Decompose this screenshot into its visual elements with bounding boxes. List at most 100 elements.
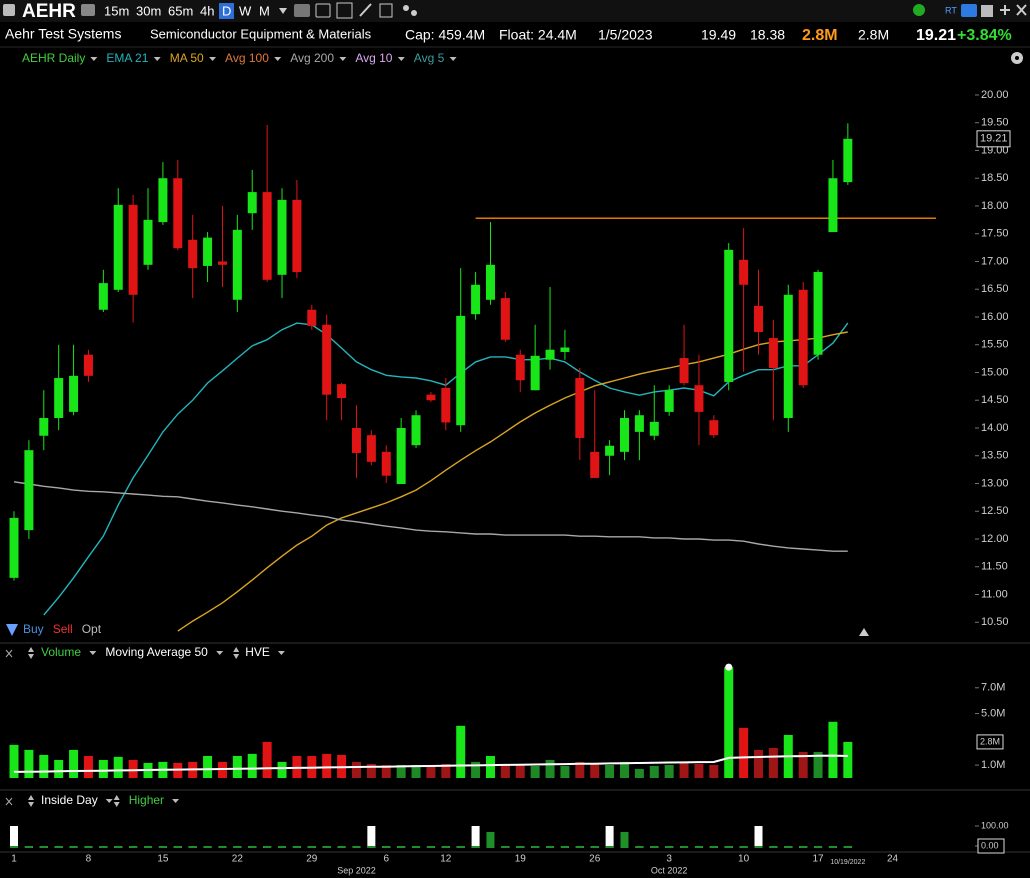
move-down[interactable] [28, 654, 34, 659]
timeframe-active[interactable] [219, 3, 234, 19]
timeframe-button[interactable]: 15m [104, 3, 129, 18]
scroll-up[interactable] [859, 628, 869, 636]
dropdown-caret[interactable] [397, 57, 405, 61]
move-up[interactable] [28, 647, 34, 652]
volume-bar [500, 764, 510, 778]
timeframe-button[interactable]: 4h [200, 3, 214, 18]
candle-body [575, 378, 585, 438]
signal-bar [546, 846, 555, 848]
candle-body [337, 384, 347, 399]
symbol[interactable]: AEHR [22, 1, 76, 22]
candle-body [619, 417, 629, 452]
move-up[interactable] [28, 795, 34, 800]
volume-bar [724, 667, 734, 778]
panel-title[interactable]: Higher [129, 793, 164, 807]
timeframe-button[interactable]: W [239, 3, 252, 18]
y-tick-label: 12.50 [981, 505, 1009, 517]
signal-bar [337, 846, 346, 848]
share-icon[interactable] [403, 5, 409, 11]
timeframe-button[interactable]: 30m [136, 3, 161, 18]
candle-body [560, 347, 570, 352]
trade-button[interactable]: Buy [23, 622, 44, 636]
candle-body [113, 204, 123, 290]
indicator-icon[interactable] [294, 4, 310, 17]
candle-body [813, 272, 823, 355]
dropdown-caret[interactable] [153, 57, 161, 61]
alert-icon[interactable] [913, 4, 925, 16]
trade-button[interactable]: Sell [53, 622, 73, 636]
dropdown-caret[interactable] [105, 799, 113, 803]
study-legend[interactable]: Avg 5 [414, 51, 445, 65]
study-legend[interactable]: Avg 10 [355, 51, 392, 65]
share-icon[interactable] [411, 10, 417, 16]
y-tick-label: 20.00 [981, 89, 1009, 101]
signal-bar [739, 846, 748, 848]
study-legend[interactable]: AEHR Daily [22, 51, 85, 65]
volume-bar [54, 759, 64, 778]
move-down[interactable] [113, 802, 120, 807]
signal-bar [10, 826, 18, 848]
toolbar-bg [0, 0, 1030, 22]
signal-bar [769, 846, 778, 848]
study-legend[interactable]: MA 50 [170, 51, 204, 65]
volume-bar [679, 761, 689, 778]
volume-bar [411, 764, 421, 778]
close-panel[interactable] [5, 797, 13, 806]
move-down[interactable] [28, 802, 34, 807]
dropdown-caret[interactable] [274, 57, 282, 61]
dropdown-caret[interactable] [339, 57, 347, 61]
dropdown-caret[interactable] [89, 651, 97, 655]
timeframe-button[interactable]: M [259, 3, 270, 18]
signal-bar [784, 846, 793, 848]
close-panel[interactable] [5, 649, 13, 658]
grid-icon[interactable] [336, 2, 353, 19]
panel-title[interactable]: Volume [41, 645, 81, 659]
signal-bar [799, 846, 808, 848]
candle-body [783, 294, 793, 418]
x-tick-label: 8 [86, 854, 92, 865]
volume-bar [9, 744, 19, 778]
dropdown-caret[interactable] [277, 651, 285, 655]
realtime-badge[interactable]: RT [945, 5, 957, 15]
volume-label: 2.8M [980, 736, 1000, 746]
menu-icon[interactable] [3, 4, 15, 16]
study-legend[interactable]: Avg 100 [225, 51, 269, 65]
chart-type-icon[interactable] [315, 3, 331, 18]
note-icon[interactable] [379, 3, 393, 18]
y-tick-label: 100.00 [981, 820, 1009, 830]
candle-body [530, 355, 540, 391]
save-icon[interactable] [981, 5, 993, 17]
dropdown-caret[interactable] [449, 57, 457, 61]
candle-body [262, 192, 272, 280]
dropdown-caret[interactable] [172, 799, 180, 803]
dropdown-caret[interactable] [90, 57, 98, 61]
scan-icon[interactable] [961, 4, 977, 17]
y-tick-label: 10.50 [981, 616, 1009, 628]
signal-bar [173, 846, 182, 848]
dropdown-caret[interactable] [216, 651, 224, 655]
draw-icon[interactable] [359, 3, 372, 17]
signal-bar [754, 846, 763, 848]
settings-icon-hole [1015, 56, 1019, 60]
trade-button[interactable]: Opt [82, 622, 102, 636]
panel-title[interactable]: Inside Day [41, 793, 98, 807]
panel-study[interactable]: Moving Average 50 [105, 645, 208, 659]
panel-study[interactable]: HVE [245, 645, 270, 659]
close-icon[interactable] [1016, 4, 1027, 16]
x-tick-label: 29 [306, 854, 318, 865]
study-legend[interactable]: EMA 21 [106, 51, 148, 65]
link-icon[interactable] [81, 4, 95, 16]
move-up[interactable] [113, 795, 120, 800]
signal-bar [218, 846, 227, 848]
volume-bar [739, 727, 749, 778]
move-down[interactable] [233, 654, 240, 659]
study-legend[interactable]: Avg 200 [290, 51, 334, 65]
move-up[interactable] [233, 647, 240, 652]
signal-bar [694, 846, 703, 848]
volume: 2.8M [802, 27, 838, 44]
x-tick-label: 1 [11, 854, 17, 865]
timeframe-button[interactable]: D [222, 3, 231, 18]
timeframe-dropdown[interactable] [279, 8, 287, 14]
dropdown-caret[interactable] [209, 57, 217, 61]
timeframe-button[interactable]: 65m [168, 3, 193, 18]
